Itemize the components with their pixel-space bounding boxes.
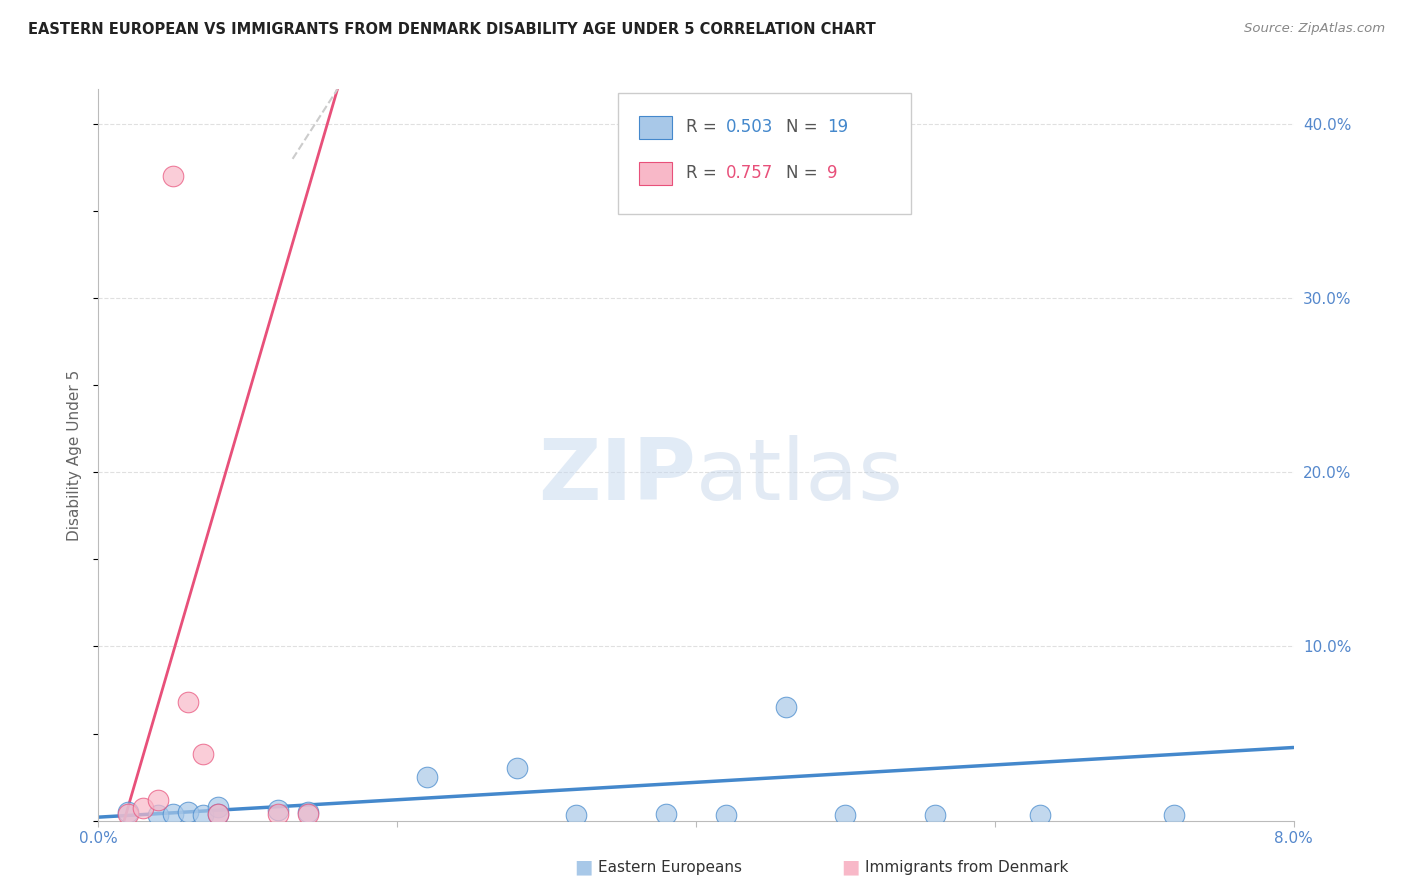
Text: atlas: atlas xyxy=(696,435,904,518)
Text: ■: ■ xyxy=(574,857,593,877)
Point xyxy=(506,761,529,775)
Text: Source: ZipAtlas.com: Source: ZipAtlas.com xyxy=(1244,22,1385,36)
Point xyxy=(1028,808,1050,822)
Point xyxy=(207,806,229,821)
FancyBboxPatch shape xyxy=(638,161,672,185)
Point xyxy=(191,747,214,762)
Point xyxy=(191,808,214,822)
Y-axis label: Disability Age Under 5: Disability Age Under 5 xyxy=(67,369,83,541)
Point xyxy=(267,803,290,817)
Text: ■: ■ xyxy=(841,857,860,877)
Point xyxy=(148,793,170,807)
Point xyxy=(1163,808,1185,822)
Text: Immigrants from Denmark: Immigrants from Denmark xyxy=(865,860,1069,874)
Point xyxy=(267,806,290,821)
Text: 9: 9 xyxy=(828,164,838,182)
Text: ZIP: ZIP xyxy=(538,435,696,518)
FancyBboxPatch shape xyxy=(619,93,911,213)
Text: Eastern Europeans: Eastern Europeans xyxy=(598,860,741,874)
Text: 19: 19 xyxy=(828,119,849,136)
Point xyxy=(565,808,588,822)
Point xyxy=(207,806,229,821)
Text: 0.757: 0.757 xyxy=(725,164,773,182)
Text: EASTERN EUROPEAN VS IMMIGRANTS FROM DENMARK DISABILITY AGE UNDER 5 CORRELATION C: EASTERN EUROPEAN VS IMMIGRANTS FROM DENM… xyxy=(28,22,876,37)
Point xyxy=(117,806,139,821)
Point xyxy=(117,805,139,819)
Point xyxy=(207,799,229,814)
Point xyxy=(655,806,678,821)
Text: R =: R = xyxy=(686,164,723,182)
Point xyxy=(834,808,856,822)
Point xyxy=(177,695,200,709)
Text: R =: R = xyxy=(686,119,723,136)
Point xyxy=(132,801,155,815)
Point xyxy=(162,169,184,184)
Text: N =: N = xyxy=(786,119,823,136)
Point xyxy=(714,808,737,822)
Point xyxy=(924,808,946,822)
Point xyxy=(297,805,319,819)
Text: N =: N = xyxy=(786,164,823,182)
Point xyxy=(775,700,797,714)
Point xyxy=(148,808,170,822)
Point xyxy=(416,770,439,784)
FancyBboxPatch shape xyxy=(638,116,672,139)
Point xyxy=(297,806,319,821)
Point xyxy=(177,805,200,819)
Point xyxy=(162,806,184,821)
Text: 0.503: 0.503 xyxy=(725,119,773,136)
